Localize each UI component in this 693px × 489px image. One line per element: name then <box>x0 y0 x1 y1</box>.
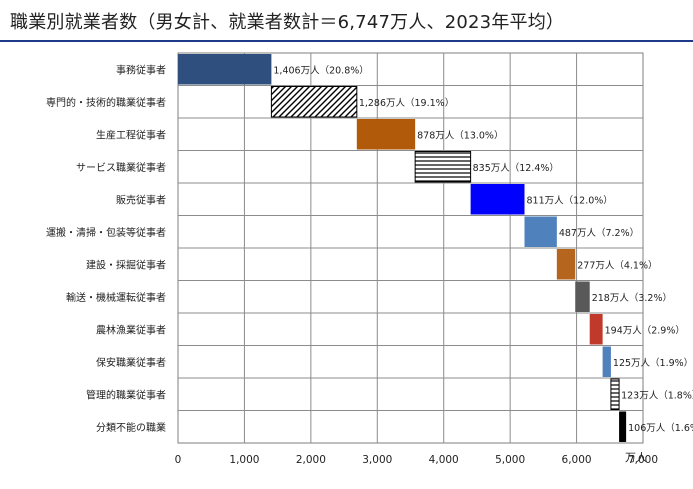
bar <box>556 249 576 280</box>
data-label: 1,406万人（20.8%） <box>273 64 368 76</box>
bar <box>610 378 620 410</box>
x-tick-label: 6,000 <box>562 454 592 466</box>
bar <box>589 314 603 345</box>
x-tick-label: 2,000 <box>296 454 326 466</box>
category-label: 分類不能の職業 <box>96 421 166 434</box>
category-label: 建設・採掘従事者 <box>86 258 166 271</box>
gridlines <box>178 53 643 443</box>
chart-title: 職業別就業者数（男女計、就業者数計＝6,747万人、2023年平均） <box>10 12 565 33</box>
x-tick-label: 5,000 <box>495 454 525 466</box>
category-labels: 事務従事者専門的・技術的職業従事者生産工程従事者サービス職業従事者販売従事者運搬… <box>46 63 166 434</box>
x-axis-ticks: 0 1,000 2,000 3,000 4,000 5,000 6,000 7,000 <box>175 454 658 466</box>
data-label: 487万人（7.2%） <box>559 227 639 239</box>
x-tick-label: 1,000 <box>229 454 259 466</box>
title-underline <box>0 40 693 42</box>
bar <box>575 281 590 312</box>
bars <box>178 54 627 442</box>
category-label: サービス職業従事者 <box>76 161 166 174</box>
data-label: 106万人（1.6%） <box>628 422 693 434</box>
data-label: 123万人（1.8%） <box>621 389 693 401</box>
x-tick-label: 3,000 <box>362 454 392 466</box>
category-label: 生産工程従事者 <box>96 128 166 141</box>
data-label: 194万人（2.9%） <box>605 324 685 336</box>
x-axis-unit: 万人 <box>625 451 647 464</box>
data-label: 878万人（13.0%） <box>417 129 503 141</box>
bar <box>524 216 557 247</box>
category-label: 運搬・清掃・包装等従事者 <box>46 226 166 239</box>
category-label: 農林漁業従事者 <box>96 323 166 336</box>
category-label: 保安職業従事者 <box>96 356 166 369</box>
bar <box>270 86 358 118</box>
bar <box>414 151 472 183</box>
bar <box>470 184 525 215</box>
data-label: 835万人（12.4%） <box>473 162 559 174</box>
x-tick-label: 4,000 <box>429 454 459 466</box>
bar <box>178 54 272 85</box>
data-label: 218万人（3.2%） <box>592 292 672 304</box>
data-label: 125万人（1.9%） <box>613 357 693 369</box>
category-label: 事務従事者 <box>116 63 166 76</box>
category-label: 販売従事者 <box>116 193 166 206</box>
x-tick-label: 7,000 <box>628 454 658 466</box>
data-label: 277万人（4.1%） <box>577 259 657 271</box>
data-label: 811万人（12.0%） <box>526 194 612 206</box>
bar <box>356 119 416 150</box>
category-label: 管理的職業従事者 <box>86 388 166 401</box>
category-label: 専門的・技術的職業従事者 <box>46 96 166 109</box>
x-tick-label: 0 <box>175 454 182 466</box>
bar <box>602 346 611 377</box>
bar <box>619 411 627 442</box>
data-label: 1,286万人（19.1%） <box>359 97 454 109</box>
data-labels: 1,406万人（20.8%） 1,286万人（19.1%） 878万人（13.0%）… <box>273 64 693 434</box>
category-label: 輸送・機械運転従事者 <box>66 291 166 304</box>
